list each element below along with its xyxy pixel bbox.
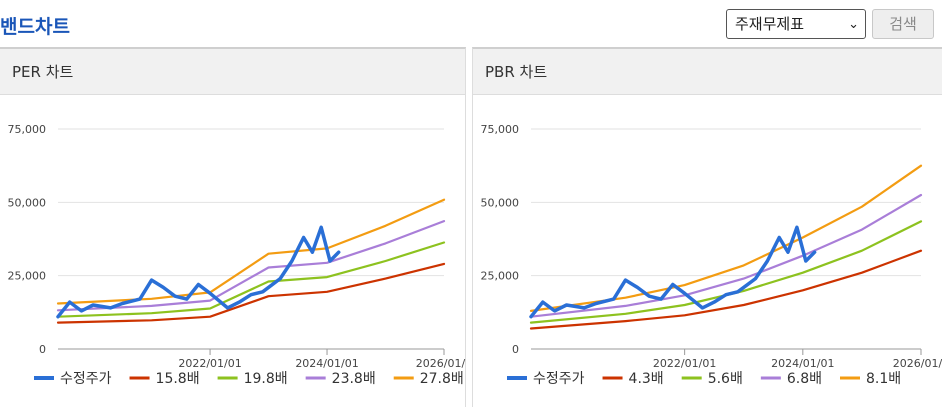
- pbr-chart: 75,000 50,000 25,000 0 2022/01/01 2024/01/01 2…: [481, 123, 942, 387]
- x-tick-label: 2024/01/01: [771, 357, 834, 370]
- legend-label: 6.8배: [787, 371, 822, 387]
- band-series-line: [529, 249, 923, 330]
- y-tick-label: 0: [512, 343, 519, 356]
- chevron-down-icon: ⌄: [848, 17, 859, 32]
- y-tick-label: 75,000: [481, 123, 520, 136]
- x-tick-label: 2022/01/01: [653, 357, 716, 370]
- panel-title: PBR 차트: [473, 49, 942, 95]
- legend-label: 수정주가: [60, 371, 112, 387]
- statement-type-select[interactable]: 주재무제표 ⌄: [726, 9, 866, 39]
- page-title: 밴드차트: [0, 16, 70, 38]
- y-tick-label: 0: [39, 343, 46, 356]
- x-tick-label: 2024/01/01: [295, 357, 358, 370]
- legend-label: 27.8배: [420, 371, 464, 387]
- select-value: 주재무제표: [735, 15, 805, 33]
- band-series-line: [529, 193, 923, 318]
- pbr-chart-panel: PBR 차트 75,000 50,000 25,000 0 2022/01/01 2024…: [472, 47, 942, 407]
- band-series-line: [56, 198, 446, 305]
- panel-title: PER 차트: [0, 49, 465, 95]
- band-series-line: [56, 262, 446, 324]
- x-tick-label: 2026/01/0: [893, 357, 942, 370]
- x-tick-label: 2022/01/01: [178, 357, 241, 370]
- legend-label: 수정주가: [533, 371, 585, 387]
- y-tick-label: 50,000: [481, 196, 520, 209]
- band-series-line: [56, 241, 446, 318]
- band-series-line: [529, 164, 923, 312]
- price-series-line: [529, 225, 817, 319]
- y-tick-label: 50,000: [8, 196, 47, 209]
- legend-label: 8.1배: [866, 371, 901, 387]
- legend-label: 15.8배: [156, 371, 200, 387]
- y-tick-label: 25,000: [8, 270, 47, 283]
- legend-label: 4.3배: [629, 371, 664, 387]
- band-series-line: [56, 219, 446, 312]
- band-series-line: [529, 220, 923, 324]
- search-button[interactable]: 검색: [872, 9, 934, 39]
- legend-label: 5.6배: [708, 371, 743, 387]
- per-chart-panel: PER 차트 75,000 50,000 25,000 0 2022/01/01 2024…: [0, 47, 466, 407]
- y-tick-label: 75,000: [8, 123, 47, 136]
- legend-label: 19.8배: [244, 371, 288, 387]
- price-series-line: [56, 225, 341, 319]
- legend-label: 23.8배: [332, 371, 376, 387]
- y-tick-label: 25,000: [481, 270, 520, 283]
- x-tick-label: 2026/01/0: [416, 357, 466, 370]
